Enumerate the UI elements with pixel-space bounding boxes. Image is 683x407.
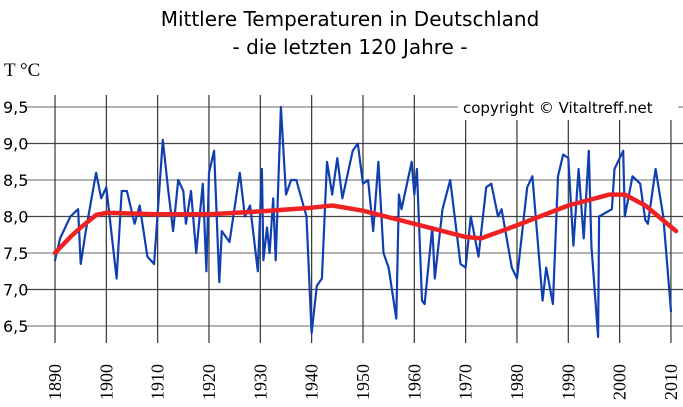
x-tick-label: 1980 [507,364,527,400]
copyright-box [458,95,678,120]
x-tick-label: 1940 [302,364,322,400]
x-tick-label: 1930 [250,364,270,400]
x-tick-label: 1970 [456,364,476,400]
x-tick-label: 1900 [96,364,116,400]
y-tick-label: 8,5 [3,171,28,190]
x-tick-label: 2000 [610,364,630,400]
y-axis-label: T °C [4,60,40,81]
x-tick-label: 2010 [661,364,681,400]
copyright-annotation: copyright © Vitaltreff.net [463,99,653,117]
y-tick-label: 7,5 [3,244,28,263]
x-tick-label: 1950 [353,364,373,400]
y-tick-label: 9,0 [3,135,28,154]
x-tick-label: 1920 [199,364,219,400]
x-tick-label: 1890 [45,364,65,400]
chart-title: Mittlere Temperaturen in Deutschland [161,7,540,31]
trend-line [52,192,679,256]
chart-subtitle: - die letzten 120 Jahre - [233,35,468,59]
series-lines [52,105,679,339]
x-tick-label: 1910 [148,364,168,400]
x-tick-labels: 1890 1900 1910 1920 1930 1940 1950 1960 1970 1980… [45,364,681,400]
y-tick-labels: 9,5 9,0 8,5 8,0 7,5 7,0 6,5 [3,98,28,336]
grid [25,95,683,343]
y-tick-label: 9,5 [3,98,28,117]
annual-temperature-line [53,105,673,339]
y-tick-label: 7,0 [3,281,28,300]
x-tick-label: 1960 [404,364,424,400]
y-tick-label: 6,5 [3,317,28,336]
y-tick-label: 8,0 [3,208,28,227]
x-tick-label: 1990 [558,364,578,400]
